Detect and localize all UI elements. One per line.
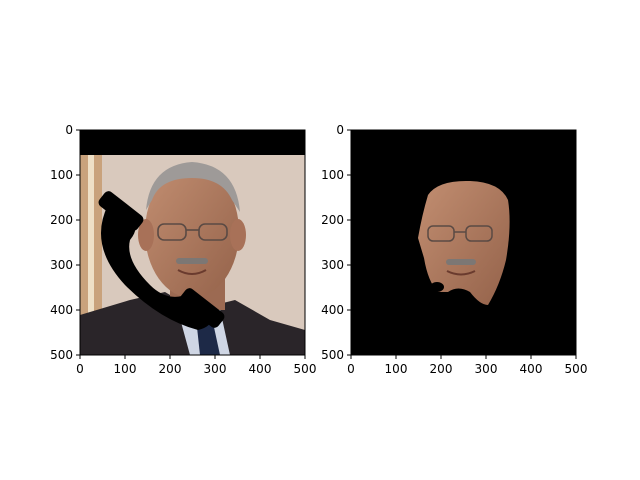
right-image <box>351 130 576 355</box>
left-ear <box>138 219 154 251</box>
left-x-tick-label: 100 <box>114 362 137 376</box>
handset-occlusion <box>98 191 225 330</box>
left-y-tick-label: 300 <box>50 258 73 272</box>
left-x-tick-label: 300 <box>204 362 227 376</box>
left-y-tick-label: 500 <box>50 348 73 362</box>
face-mask-hole <box>430 282 444 292</box>
right-y-ticks: 0 100 200 300 400 500 <box>321 123 351 362</box>
right-y-tick-label: 300 <box>321 258 344 272</box>
door-frame-highlight <box>88 150 94 355</box>
right-x-tick-label: 100 <box>385 362 408 376</box>
right-y-tick-label: 400 <box>321 303 344 317</box>
right-x-tick-label: 300 <box>475 362 498 376</box>
left-x-ticks: 0 100 200 300 400 500 <box>76 355 316 376</box>
right-x-tick-label: 0 <box>347 362 355 376</box>
left-axes-frame <box>79 129 306 356</box>
left-y-ticks: 0 100 200 300 400 500 <box>50 123 80 362</box>
hair <box>146 162 240 212</box>
left-x-tick-label: 0 <box>76 362 84 376</box>
right-x-ticks: 0 100 200 300 400 500 <box>347 355 587 376</box>
right-x-tick-label: 200 <box>430 362 453 376</box>
right-y-tick-label: 0 <box>336 123 344 137</box>
right-y-tick-label: 500 <box>321 348 344 362</box>
right-ear <box>230 219 246 251</box>
left-image <box>80 130 305 355</box>
left-y-tick-label: 100 <box>50 168 73 182</box>
face-mustache <box>446 259 476 265</box>
right-axes-frame <box>350 129 577 356</box>
left-x-tick-label: 200 <box>159 362 182 376</box>
face-glasses <box>427 225 493 242</box>
face-mouth <box>446 270 476 276</box>
segmented-face <box>418 180 510 305</box>
left-x-tick-label: 400 <box>249 362 272 376</box>
head <box>145 166 239 298</box>
right-x-tick-label: 500 <box>565 362 588 376</box>
left-x-tick-label: 500 <box>294 362 317 376</box>
left-axes: 0 100 200 300 400 500 0 100 200 300 400 500 <box>50 123 316 376</box>
right-y-tick-label: 200 <box>321 213 344 227</box>
mustache <box>176 258 208 264</box>
right-y-tick-label: 100 <box>321 168 344 182</box>
mouth <box>177 269 207 275</box>
left-y-tick-label: 0 <box>65 123 73 137</box>
left-y-tick-label: 200 <box>50 213 73 227</box>
right-axes: 0 100 200 300 400 500 0 100 200 300 400 500 <box>321 123 587 376</box>
right-x-tick-label: 400 <box>520 362 543 376</box>
glasses <box>157 223 228 241</box>
left-y-tick-label: 400 <box>50 303 73 317</box>
top-occlusion-bar <box>80 130 305 155</box>
